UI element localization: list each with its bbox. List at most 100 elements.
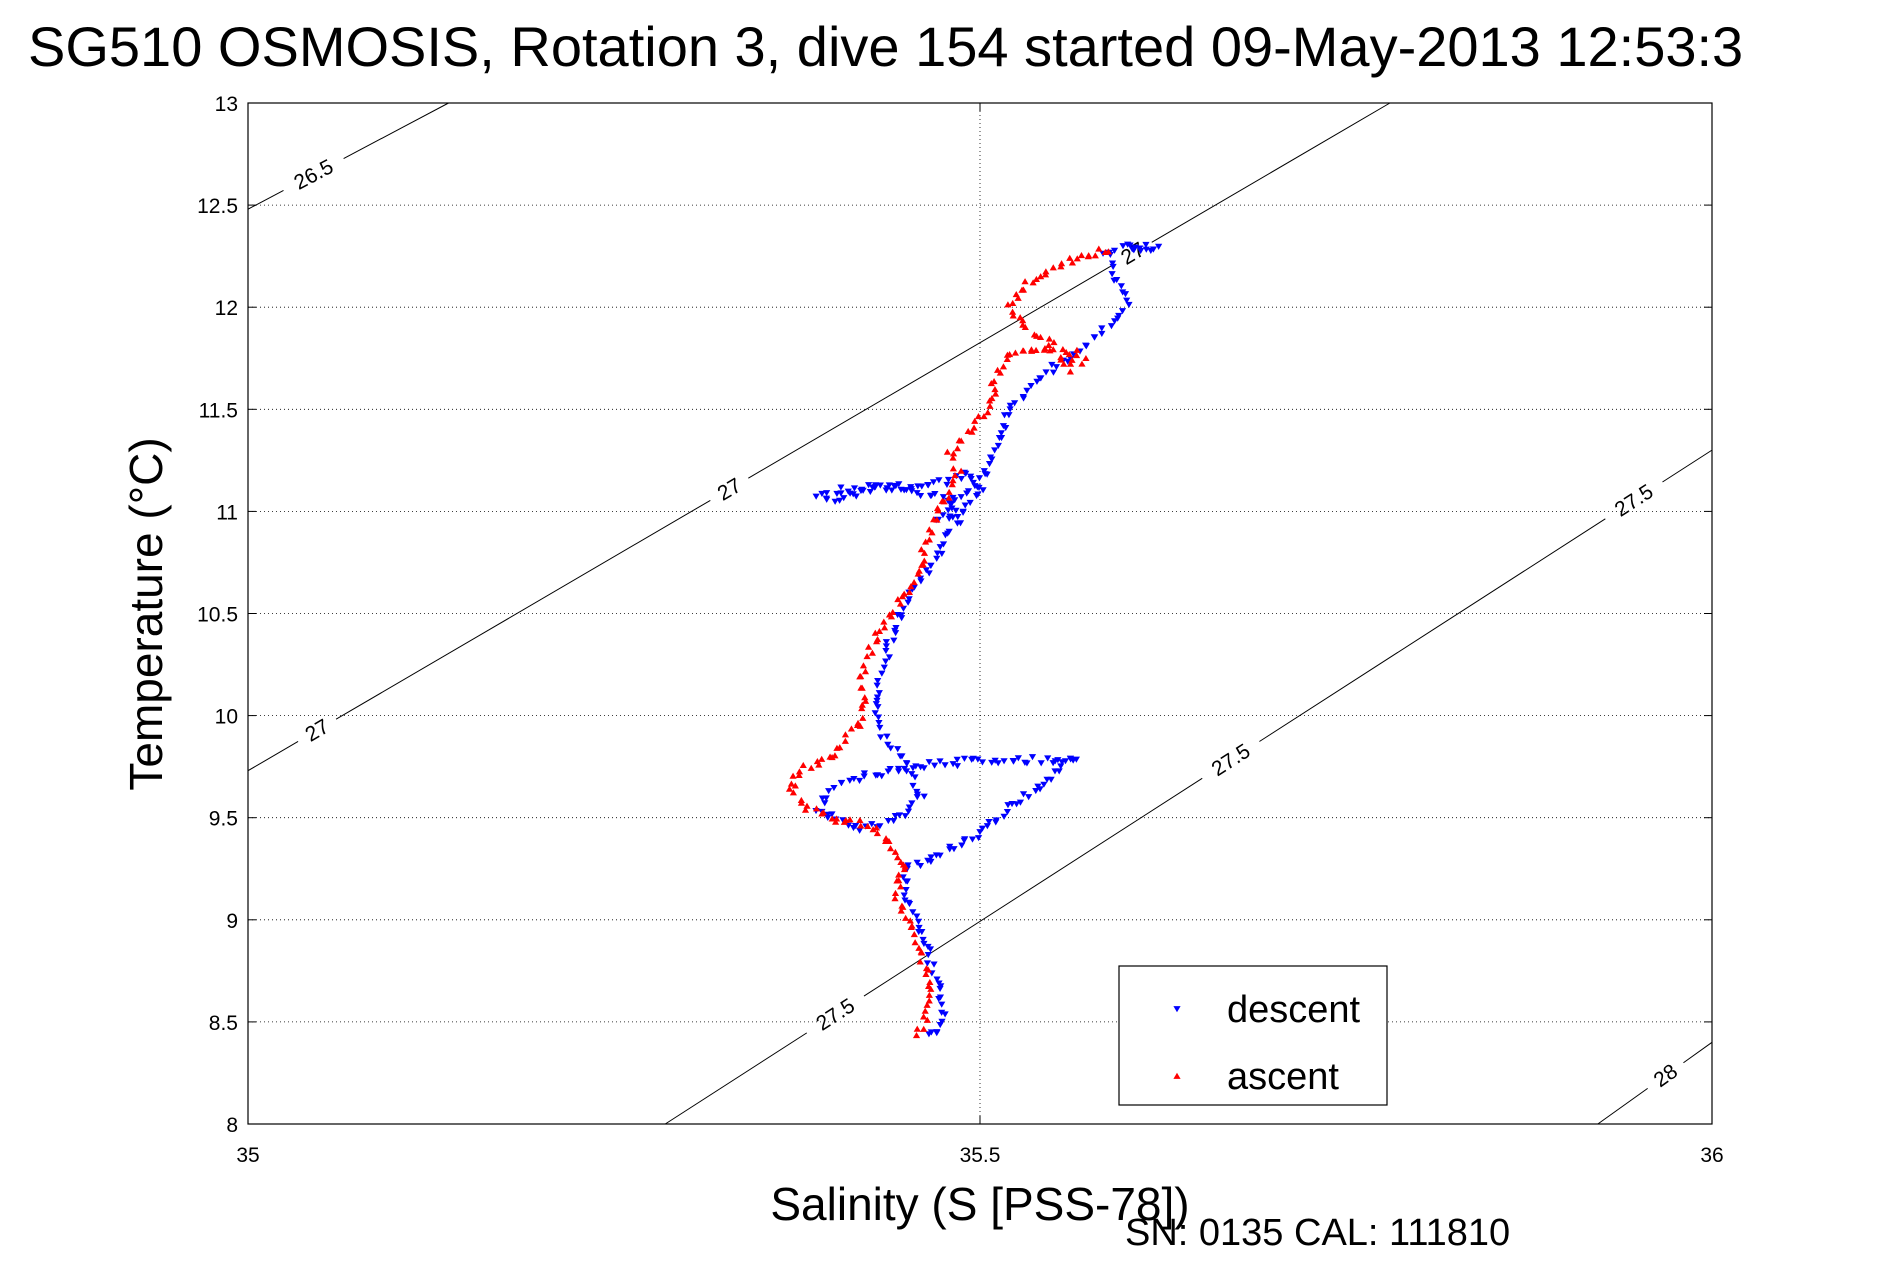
descent-point xyxy=(975,475,984,482)
descent-point xyxy=(878,773,886,780)
descent-point xyxy=(944,507,952,514)
ascent-point xyxy=(1060,360,1068,367)
descent-point xyxy=(938,1018,946,1025)
legend: descent ascent xyxy=(1118,965,1388,1106)
ascent-point xyxy=(1085,252,1093,259)
ascent-point xyxy=(911,939,919,946)
grid xyxy=(247,102,1713,1125)
ascent-point xyxy=(1066,360,1075,367)
descent-point xyxy=(902,760,911,767)
descent-point xyxy=(1149,246,1158,253)
descent-point xyxy=(1021,759,1029,766)
ascent-point xyxy=(789,772,797,779)
y-tick-label: 11.5 xyxy=(199,399,238,422)
descent-point xyxy=(1055,768,1063,775)
descent-point xyxy=(897,612,905,619)
isopycnal-line xyxy=(343,102,449,160)
descent-point xyxy=(941,762,949,769)
descent-point xyxy=(1108,271,1116,278)
y-tick-label: 12 xyxy=(215,297,238,320)
ascent-point xyxy=(854,719,862,726)
descent-point xyxy=(904,862,912,869)
descent-point xyxy=(907,484,915,491)
y-tick-label: 9 xyxy=(226,910,238,933)
descent-point xyxy=(888,487,896,494)
ascent-point xyxy=(917,948,925,955)
ascent-point xyxy=(949,477,957,484)
series-ascent xyxy=(785,245,1113,1039)
descent-point xyxy=(978,825,987,832)
descent-point xyxy=(1027,382,1035,390)
ascent-point xyxy=(949,454,957,461)
ascent-point xyxy=(925,536,934,543)
ascent-point xyxy=(1059,345,1067,353)
ascent-point xyxy=(970,424,978,431)
ascent-point xyxy=(1068,259,1077,266)
ascent-point xyxy=(861,668,870,675)
ascent-point xyxy=(891,889,900,896)
descent-point xyxy=(939,541,948,548)
descent-point xyxy=(1000,813,1008,820)
descent-point xyxy=(836,497,844,504)
isopycnal-line xyxy=(247,741,299,772)
descent-point xyxy=(1052,364,1061,371)
isopycnal-line xyxy=(1597,1087,1648,1125)
descent-point xyxy=(821,800,829,807)
descent-point xyxy=(943,481,951,489)
descent-point xyxy=(885,654,894,661)
ascent-point xyxy=(1008,308,1017,315)
descent-point xyxy=(1110,318,1119,325)
descent-point xyxy=(913,788,921,795)
isopycnal-line xyxy=(1259,518,1606,742)
descent-point xyxy=(1142,241,1150,249)
x-tick-label: 35 xyxy=(236,1144,259,1167)
ascent-point xyxy=(980,413,988,420)
ascent-point xyxy=(1032,346,1040,354)
descent-point xyxy=(1123,297,1131,304)
ascent-point xyxy=(1045,335,1054,342)
ascent-point xyxy=(949,465,957,472)
descent-point xyxy=(958,842,966,849)
ascent-point xyxy=(912,1031,921,1039)
descent-point xyxy=(846,777,854,784)
descent-point xyxy=(1142,246,1150,253)
ascent-point xyxy=(986,402,994,409)
ascent-point xyxy=(893,854,902,861)
ascent-point xyxy=(897,883,905,890)
legend-marker-ascent xyxy=(1173,1072,1181,1079)
ascent-point xyxy=(945,488,953,495)
descent-point xyxy=(882,648,890,655)
descent-point xyxy=(925,570,933,577)
ascent-point xyxy=(1045,341,1053,349)
ascent-point xyxy=(1014,294,1022,301)
descent-point xyxy=(979,487,987,494)
descent-point xyxy=(980,468,988,475)
descent-point xyxy=(997,430,1005,437)
ascent-point xyxy=(920,1025,928,1032)
ascent-point xyxy=(1019,321,1027,328)
descent-point xyxy=(1118,308,1127,315)
descent-point xyxy=(922,567,930,574)
legend-label-descent: descent xyxy=(1227,989,1361,1031)
ascent-point xyxy=(1009,312,1017,319)
descent-point xyxy=(872,701,880,708)
descent-point xyxy=(936,852,944,859)
descent-point xyxy=(1048,361,1056,368)
ascent-point xyxy=(873,636,882,643)
descent-point xyxy=(890,637,898,644)
descent-point xyxy=(850,775,858,783)
descent-point xyxy=(876,482,884,489)
ascent-point xyxy=(1042,268,1050,275)
descent-point xyxy=(875,720,883,727)
descent-point xyxy=(860,773,868,780)
descent-point xyxy=(905,596,913,603)
descent-point xyxy=(871,484,879,491)
descent-point xyxy=(876,734,885,741)
descent-point xyxy=(913,490,921,497)
descent-point xyxy=(1006,406,1014,413)
descent-point xyxy=(938,1009,946,1016)
isopycnal-line xyxy=(335,499,711,720)
ascent-point xyxy=(922,965,931,972)
y-tick-label: 12.5 xyxy=(197,195,238,218)
